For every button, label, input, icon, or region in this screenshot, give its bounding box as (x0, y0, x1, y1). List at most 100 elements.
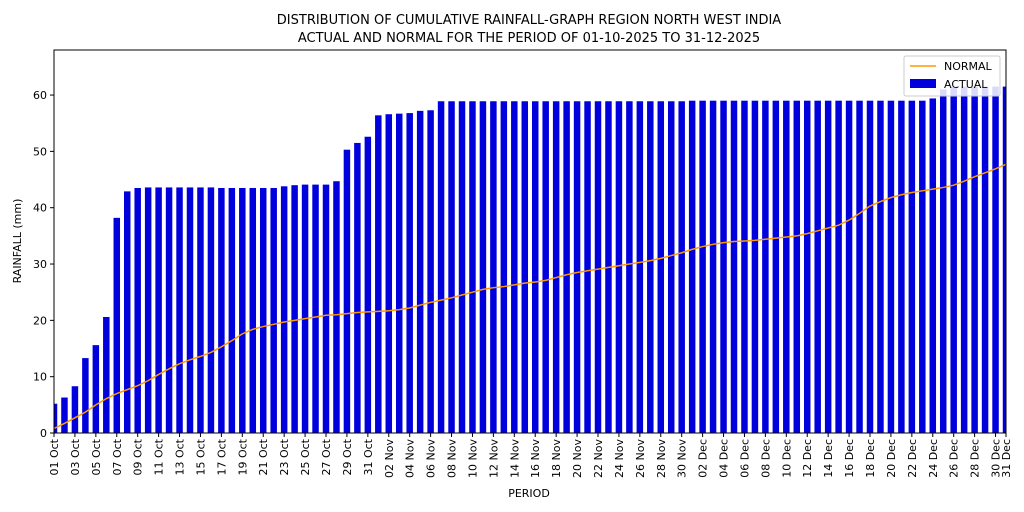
legend: NORMAL ACTUAL (903, 55, 1001, 97)
actual-bar (134, 187, 141, 433)
actual-bar (280, 186, 288, 433)
actual-bar (887, 100, 895, 433)
normal-series-line (53, 163, 1007, 430)
actual-bar (793, 100, 801, 433)
y-tick-label: 30 (33, 258, 47, 271)
chart-subtitle: ACTUAL AND NORMAL FOR THE PERIOD OF 01-1… (298, 31, 760, 46)
actual-bar (113, 217, 121, 433)
x-tick-label: 09 Oct (132, 438, 145, 475)
actual-bar (385, 114, 393, 434)
x-tick-label: 15 Oct (194, 438, 207, 475)
x-tick-label: 06 Nov (425, 439, 438, 478)
x-tick-label: 19 Oct (236, 438, 249, 475)
actual-bar (971, 86, 978, 434)
x-tick-label: 25 Oct (299, 438, 312, 475)
actual-bar (563, 101, 570, 433)
actual-bar (333, 181, 340, 433)
actual-bar (762, 100, 769, 433)
x-tick-label: 29 Oct (341, 438, 354, 475)
actual-bar (322, 184, 330, 433)
actual-bar (312, 184, 319, 433)
actual-bar (259, 187, 267, 433)
actual-bar (197, 187, 204, 433)
legend-actual-label: ACTUAL (944, 78, 988, 91)
plot-frame (53, 49, 1007, 434)
x-tick-label: 08 Nov (446, 439, 459, 478)
actual-bar (364, 136, 372, 434)
x-tick-label: 28 Dec (969, 439, 982, 478)
y-tick-label: 0 (40, 427, 47, 440)
x-tick-label: 04 Dec (718, 439, 731, 478)
actual-bar (176, 187, 183, 433)
x-tick-label: 02 Nov (383, 439, 396, 478)
actual-bar (61, 397, 68, 433)
actual-bar (803, 100, 811, 433)
actual-bar (144, 187, 152, 433)
x-tick-label: 18 Dec (864, 439, 877, 478)
actual-bar (678, 101, 685, 433)
x-tick-label: 26 Dec (948, 439, 961, 478)
actual-bar (165, 187, 173, 433)
actual-bar (500, 101, 508, 433)
x-tick-label: 24 Nov (613, 439, 626, 478)
actual-bar (647, 101, 654, 433)
y-axis-label: RAINFALL (mm) (11, 199, 24, 284)
actual-bar (981, 86, 989, 434)
actual-bar (615, 101, 623, 433)
x-tick-label: 12 Dec (801, 439, 814, 478)
x-tick-label: 26 Nov (634, 439, 647, 478)
x-tick-label: 10 Dec (780, 439, 793, 478)
y-tick-label: 50 (33, 145, 47, 158)
x-tick-label: 30 Nov (676, 439, 689, 478)
actual-bar (730, 100, 738, 433)
y-tick-label: 20 (33, 314, 47, 327)
x-tick-label: 02 Dec (697, 439, 710, 478)
actual-bar (626, 101, 633, 433)
actual-bar (343, 149, 351, 433)
x-tick-label: 10 Nov (466, 439, 479, 478)
actual-bar (71, 386, 79, 433)
actual-bar (573, 101, 581, 433)
y-tick-label: 40 (33, 202, 47, 215)
x-tick-label: 21 Oct (257, 438, 270, 475)
chart-title: DISTRIBUTION OF CUMULATIVE RAINFALL-GRAP… (277, 13, 782, 28)
actual-bar (1002, 86, 1006, 434)
actual-bar (835, 100, 842, 433)
x-tick-label: 01 Oct (48, 438, 61, 475)
actual-bar (824, 100, 832, 433)
actual-bar (521, 101, 529, 433)
y-axis: 0 10 20 30 40 50 60 (33, 89, 54, 440)
x-tick-label: 08 Dec (759, 439, 772, 478)
actual-bar (427, 110, 434, 434)
x-tick-label: 23 Oct (278, 438, 291, 475)
x-tick-label: 28 Nov (655, 439, 668, 478)
actual-bar (458, 101, 466, 433)
actual-bar (375, 115, 382, 433)
x-tick-label: 05 Oct (90, 438, 103, 475)
actual-bar (992, 86, 999, 434)
x-tick-label: 22 Dec (906, 439, 919, 478)
actual-bar (207, 187, 215, 433)
actual-bar (657, 101, 665, 433)
x-tick-label: 13 Oct (174, 438, 187, 475)
x-tick-label: 30 Dec (990, 439, 1003, 478)
x-tick-label: 04 Nov (404, 439, 417, 478)
actual-bar (54, 403, 58, 433)
x-tick-label: 31 Dec (1000, 439, 1013, 478)
actual-bar (814, 100, 821, 433)
x-tick-label: 17 Oct (215, 438, 228, 475)
actual-bar (186, 187, 194, 433)
actual-bar (228, 187, 236, 433)
actual-bar (82, 358, 89, 433)
actual-bar (249, 187, 257, 433)
actual-bar (479, 101, 487, 433)
x-axis: 01 Oct 03 Oct 05 Oct 07 Oct 09 Oct 11 Oct 13 O… (48, 433, 1013, 478)
actual-bar (123, 191, 131, 433)
x-tick-label: 22 Nov (592, 439, 605, 478)
actual-bar (416, 110, 424, 433)
actual-bar (720, 100, 727, 433)
x-tick-label: 16 Dec (843, 439, 856, 478)
actual-bar (155, 187, 162, 433)
actual-bar (950, 86, 957, 434)
